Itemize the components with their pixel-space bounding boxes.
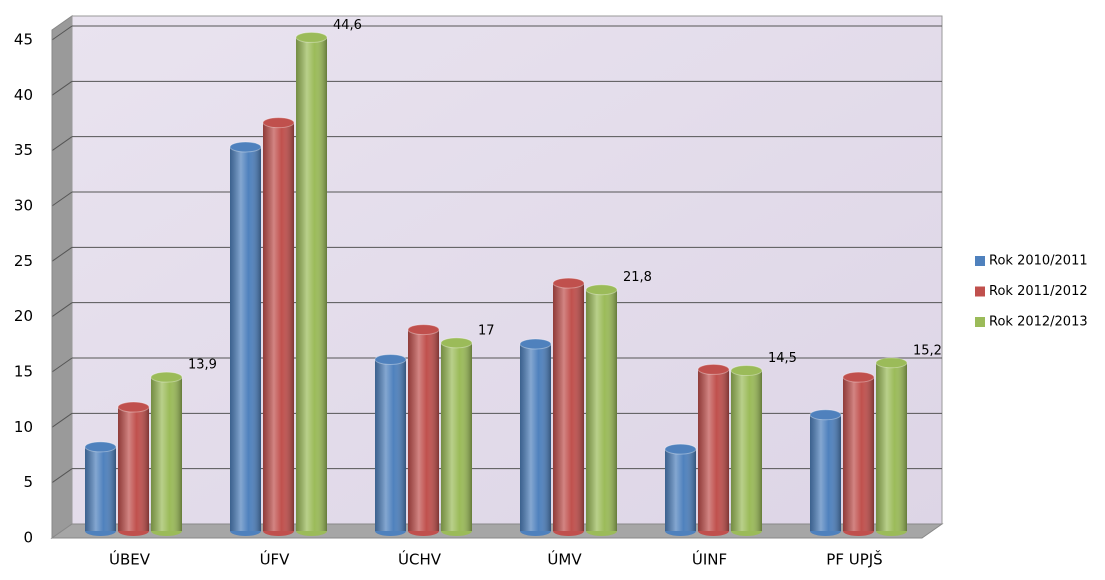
y-tick-label: 15 <box>14 363 33 381</box>
bar-top <box>407 324 440 336</box>
data-label: 44,6 <box>333 18 362 33</box>
bar-top <box>440 337 473 349</box>
bar-top <box>117 401 150 413</box>
x-tick-label: ÚBEV <box>109 550 151 569</box>
bar-top <box>730 365 763 377</box>
plot-background <box>50 15 944 539</box>
y-tick-label: 35 <box>14 141 33 159</box>
legend-label: Rok 2010/2011 <box>989 254 1088 269</box>
bar-shading <box>586 289 617 531</box>
x-tick-label: ÚFV <box>260 550 291 569</box>
bar-top <box>84 441 117 453</box>
bar-top <box>809 409 842 421</box>
side-grid-line <box>51 136 73 152</box>
side-grid-line <box>51 468 73 484</box>
bar-top <box>552 277 585 289</box>
floor <box>50 523 944 539</box>
y-tick-label: 45 <box>14 31 33 49</box>
bar-shading <box>665 449 696 531</box>
side-grid-line <box>51 357 73 373</box>
data-label: 21,8 <box>623 270 652 285</box>
bar-shading <box>85 446 116 531</box>
bar-shading <box>263 122 294 531</box>
side-grid-line <box>51 80 73 96</box>
legend-label: Rok 2012/2013 <box>989 315 1088 330</box>
x-tick-label: ÚMV <box>547 550 582 569</box>
y-tick-label: 20 <box>14 307 33 325</box>
side-grid-line <box>51 191 73 207</box>
y-tick-label: 40 <box>14 86 33 104</box>
bar-shading <box>441 342 472 531</box>
x-tick-label: ÚINF <box>692 550 727 569</box>
side-grid-line <box>51 412 73 428</box>
data-label: 13,9 <box>188 358 217 373</box>
bar-shading <box>553 283 584 531</box>
side-wall <box>51 15 73 539</box>
y-tick-label: 10 <box>14 418 33 436</box>
legend-swatch <box>975 256 985 266</box>
bar-shading <box>296 37 327 531</box>
bar-shading <box>230 146 261 531</box>
bar-shading <box>731 370 762 531</box>
back-wall <box>71 15 943 525</box>
bar-shading <box>151 377 182 531</box>
bar-top <box>519 338 552 350</box>
side-grid-line <box>51 246 73 262</box>
x-tick-label: ÚCHV <box>398 550 442 569</box>
data-label: 17 <box>478 323 495 338</box>
data-label: 14,5 <box>768 351 797 366</box>
bar-top <box>374 353 407 365</box>
bar-top <box>585 284 618 296</box>
legend-swatch <box>975 286 985 297</box>
y-tick-label: 25 <box>14 252 33 270</box>
x-tick-label: PF UPJŠ <box>826 550 882 569</box>
bar-top <box>697 363 730 375</box>
bar-shading <box>876 362 907 531</box>
bar-shading <box>408 329 439 531</box>
bar-top <box>262 117 295 129</box>
data-label: 15,2 <box>913 343 942 358</box>
bar-top <box>295 31 328 43</box>
bar-top <box>842 371 875 383</box>
legend-label: Rok 2011/2012 <box>989 284 1088 299</box>
side-grid-line <box>51 302 73 318</box>
bar-top <box>150 371 183 383</box>
bar-top <box>664 443 697 455</box>
bar-shading <box>843 377 874 531</box>
bar-shading <box>698 369 729 531</box>
y-tick-label: 5 <box>23 473 33 491</box>
y-tick-label: 30 <box>14 197 33 215</box>
bar-shading <box>118 407 149 531</box>
bar-shading <box>520 343 551 531</box>
legend-swatch <box>975 317 985 327</box>
bar-top <box>229 141 262 153</box>
bar-shading <box>375 359 406 531</box>
bar-top <box>875 357 908 369</box>
side-grid-line <box>51 25 73 41</box>
bar-shading <box>810 414 841 531</box>
y-tick-label: 0 <box>23 529 33 547</box>
